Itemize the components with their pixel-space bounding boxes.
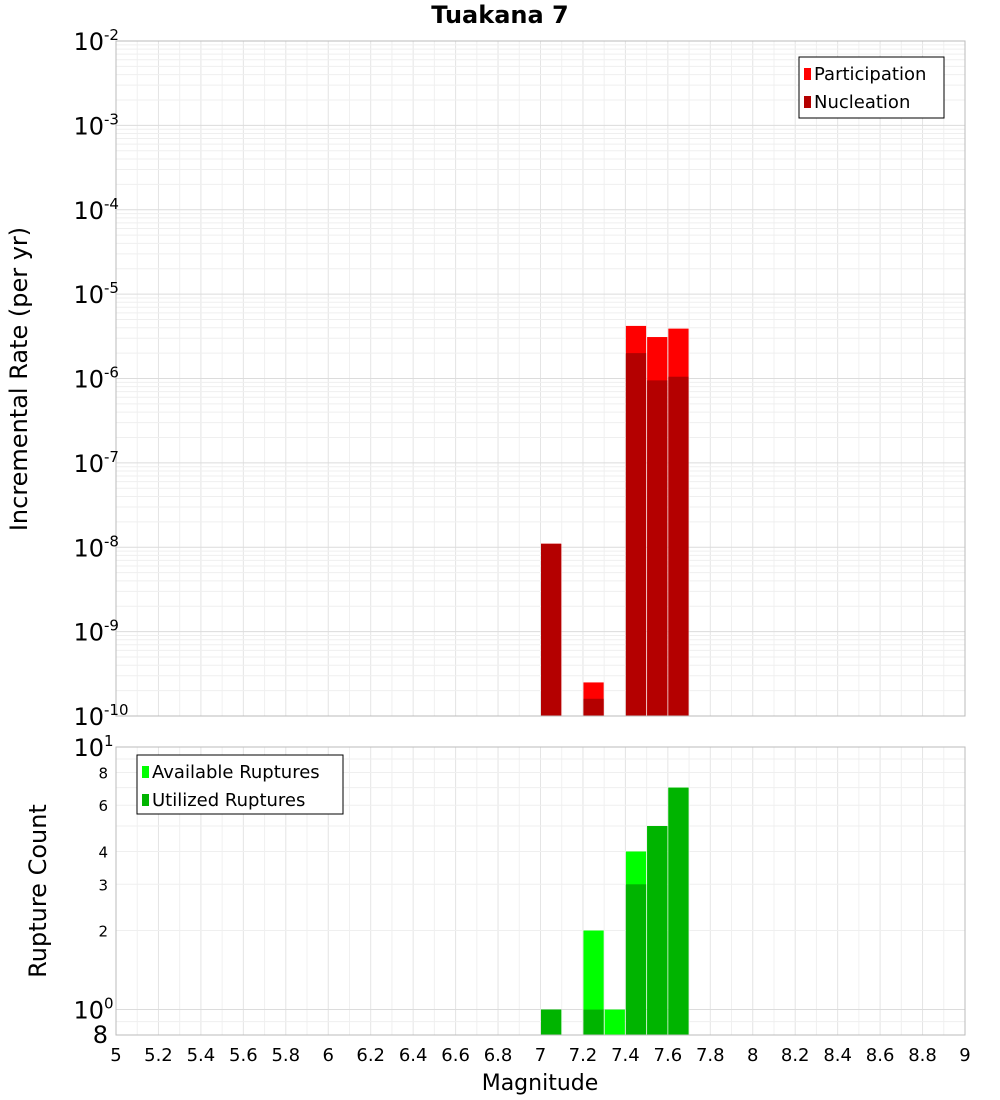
count-plot-frame	[115, 746, 966, 1036]
utilized-ruptures-bar	[625, 884, 647, 1035]
x-tick-label: 5.2	[144, 1045, 173, 1066]
chart-title: Tuakana 7	[431, 1, 569, 29]
count-y-minor-tick-label: 8	[93, 1021, 108, 1049]
x-tick-label: 8.2	[781, 1045, 810, 1066]
count-y-minor-tick-label: 8	[98, 764, 108, 782]
rate-y-tick-exponent: -7	[104, 448, 119, 466]
count-y-axis-label: Rupture Count	[24, 804, 52, 978]
x-tick-label: 8.4	[823, 1045, 852, 1066]
x-tick-label: 7.2	[569, 1045, 598, 1066]
rate-y-tick-exponent: -5	[104, 279, 119, 297]
x-tick-label: 8.6	[866, 1045, 895, 1066]
count-y-tick-exponent: 0	[104, 995, 114, 1013]
available-ruptures-bar	[604, 1009, 625, 1035]
rate-y-tick-label: 10	[73, 534, 104, 562]
nucleation-bar	[541, 543, 562, 716]
rate-legend: Participation Nucleation	[798, 56, 945, 119]
count-y-tick-label: 10	[73, 997, 104, 1025]
x-tick-label: 7.8	[696, 1045, 725, 1066]
rate-y-tick-exponent: -10	[104, 701, 129, 719]
x-tick-label: 6.8	[484, 1045, 513, 1066]
x-tick-label: 6.2	[356, 1045, 385, 1066]
rate-legend-box	[798, 56, 945, 119]
utilized-ruptures-bar	[647, 826, 668, 1035]
rate-y-tick-label: 10	[73, 28, 104, 56]
x-tick-label: 7	[535, 1045, 546, 1066]
rate-y-tick-label: 10	[73, 703, 104, 731]
x-tick-label: 7.6	[654, 1045, 683, 1066]
count-bars	[541, 787, 689, 1035]
x-tick-label: 7.4	[611, 1045, 640, 1066]
rate-panel: 10-210-310-410-510-610-710-810-910-10 In…	[5, 26, 966, 731]
count-legend-swatch	[142, 766, 149, 778]
nucleation-bar	[583, 698, 604, 716]
count-y-minor-tick-label: 6	[98, 797, 108, 815]
x-ticks: 5 5.2 5.4 5.6 5.8 6 6.2 6.4 6.6 6.8 7 7.2 7.4 7.6 7.8 8…	[110, 1045, 970, 1066]
rate-y-tick-label: 10	[73, 450, 104, 478]
count-legend-swatch	[142, 794, 149, 806]
utilized-ruptures-bar	[583, 1009, 604, 1035]
rate-legend-label: Participation	[814, 64, 926, 85]
x-tick-label: 5.4	[187, 1045, 216, 1066]
rate-y-tick-label: 10	[73, 197, 104, 225]
x-tick-label: 6.4	[399, 1045, 428, 1066]
x-tick-label: 6	[323, 1045, 334, 1066]
x-tick-label: 8.8	[908, 1045, 937, 1066]
nucleation-bar	[668, 376, 689, 716]
count-y-tick-label: 10	[73, 734, 104, 762]
rate-legend-swatch	[804, 68, 811, 80]
utilized-ruptures-bar	[668, 787, 689, 1035]
rate-y-tick-exponent: -3	[104, 110, 119, 128]
rate-y-tick-exponent: -4	[104, 195, 119, 213]
rate-y-tick-exponent: -9	[104, 617, 119, 635]
count-y-minor-tick-label: 4	[98, 843, 108, 861]
count-y-minor-tick-label: 3	[98, 876, 108, 894]
x-tick-label: 9	[959, 1045, 970, 1066]
rate-plot-frame	[115, 40, 966, 717]
count-y-tick-exponent: 1	[104, 732, 114, 750]
rate-y-tick-exponent: -2	[104, 26, 119, 44]
count-legend-label: Utilized Ruptures	[152, 790, 305, 811]
rate-y-tick-label: 10	[73, 619, 104, 647]
count-legend-label: Available Ruptures	[152, 762, 320, 783]
rate-y-tick-label: 10	[73, 366, 104, 394]
count-legend-box	[136, 754, 344, 815]
rate-bars	[541, 325, 689, 716]
x-tick-label: 5.6	[229, 1045, 258, 1066]
x-axis-label: Magnitude	[482, 1071, 599, 1096]
utilized-ruptures-bar	[541, 1009, 562, 1035]
rate-legend-label: Nucleation	[814, 92, 910, 113]
nucleation-bar	[625, 353, 647, 716]
rate-y-tick-label: 10	[73, 281, 104, 309]
rate-y-tick-label: 10	[73, 112, 104, 140]
rate-grid	[116, 41, 965, 717]
x-tick-label: 8	[747, 1045, 758, 1066]
rate-y-ticks: 10-210-310-410-510-610-710-810-910-10	[73, 26, 128, 731]
x-tick-label: 5.8	[271, 1045, 300, 1066]
x-tick-label: 6.6	[441, 1045, 470, 1066]
rate-y-tick-exponent: -8	[104, 532, 119, 550]
rate-legend-swatch	[804, 96, 811, 108]
rate-y-tick-exponent: -6	[104, 364, 119, 382]
nucleation-bar	[647, 380, 668, 716]
count-y-minor-tick-label: 2	[98, 923, 108, 941]
rate-y-axis-label: Incremental Rate (per yr)	[5, 227, 33, 531]
available-ruptures-bar	[583, 930, 604, 1035]
x-tick-label: 5	[110, 1045, 121, 1066]
count-legend: Available Ruptures Utilized Ruptures	[136, 754, 344, 815]
